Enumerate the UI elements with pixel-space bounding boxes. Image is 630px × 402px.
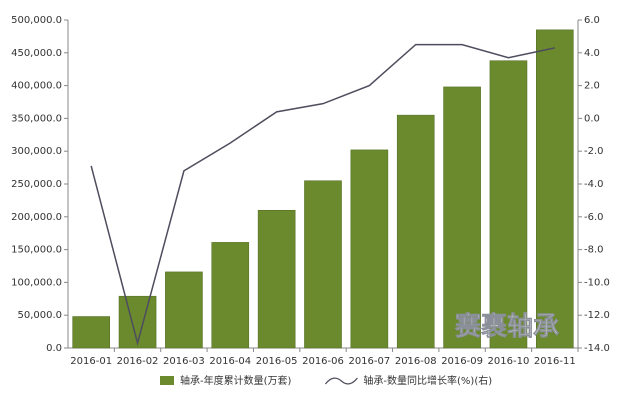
bar: [304, 180, 342, 349]
y2-tick-label: 0.0: [584, 113, 600, 124]
y2-tick-label: -10.0: [584, 277, 610, 288]
y-tick-label: 250,000.0: [11, 179, 62, 190]
y2-tick-label: 4.0: [584, 48, 600, 59]
bar: [396, 114, 435, 349]
bar: [211, 242, 250, 349]
bar: [257, 209, 296, 349]
y2-tick-label: -12.0: [584, 310, 610, 321]
y-tick-label: 400,000.0: [11, 81, 62, 92]
bar: [165, 271, 203, 349]
y-tick-label: 200,000.0: [11, 212, 62, 223]
legend-swatch: [160, 376, 174, 385]
x-tick-label: 2016-02: [117, 356, 159, 367]
y-tick-label: 300,000.0: [11, 146, 62, 157]
x-tick-label: 2016-04: [209, 356, 251, 367]
y-tick-label: 50,000.0: [17, 310, 62, 321]
y2-tick-label: 2.0: [584, 81, 600, 92]
y-tick-label: 150,000.0: [11, 245, 62, 256]
legend-label: 轴承-数量同比增长率(%)(右): [363, 374, 492, 387]
line: [90, 43, 555, 347]
bar: [489, 60, 528, 349]
x-tick-label: 2016-06: [302, 356, 344, 367]
y-tick-label: 100,000.0: [11, 277, 62, 288]
y-tick-label: 500,000.0: [11, 15, 62, 26]
y-tick-label: 350,000.0: [11, 113, 62, 124]
x-tick-label: 2016-05: [256, 356, 298, 367]
x-tick-label: 2016-10: [488, 356, 530, 367]
x-tick-label: 2016-11: [534, 356, 576, 367]
y2-tick-label: 6.0: [584, 15, 600, 26]
bar: [443, 86, 481, 349]
bar: [536, 29, 574, 349]
x-tick-label: 2016-09: [441, 356, 483, 367]
bar: [350, 149, 389, 349]
bar: [118, 295, 157, 349]
y2-tick-label: -4.0: [584, 179, 604, 190]
y2-tick-label: -2.0: [584, 146, 604, 157]
y2-tick-label: -8.0: [584, 245, 604, 256]
y-tick-label: 450,000.0: [11, 48, 62, 59]
bar: [72, 316, 110, 349]
y-tick-label: 0.0: [46, 343, 62, 354]
x-tick-label: 2016-07: [348, 356, 390, 367]
watermark: 赛裹轴承: [454, 311, 559, 342]
legend-swatch: [324, 377, 358, 385]
y2-tick-label: -14.0: [584, 343, 610, 354]
x-tick-label: 2016-03: [163, 356, 205, 367]
x-tick-label: 2016-01: [70, 356, 112, 367]
x-tick-label: 2016-08: [395, 356, 437, 367]
legend-label: 轴承-年度累计数量(万套): [180, 374, 292, 387]
y2-tick-label: -6.0: [584, 212, 604, 223]
